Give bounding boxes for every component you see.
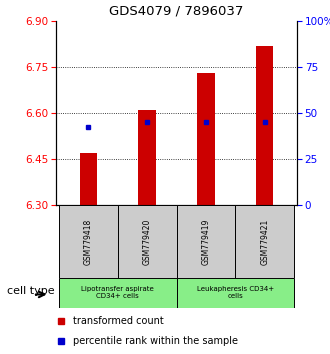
Text: percentile rank within the sample: percentile rank within the sample bbox=[73, 336, 238, 346]
Bar bbox=[80, 153, 97, 205]
Text: transformed count: transformed count bbox=[73, 316, 164, 326]
Title: GDS4079 / 7896037: GDS4079 / 7896037 bbox=[109, 4, 244, 17]
Text: Leukapheresis CD34+
cells: Leukapheresis CD34+ cells bbox=[197, 286, 274, 299]
Text: GSM779421: GSM779421 bbox=[260, 218, 269, 265]
Bar bbox=[177, 278, 294, 308]
Bar bbox=[235, 205, 294, 278]
Bar bbox=[256, 46, 274, 205]
Bar bbox=[59, 205, 118, 278]
Text: GSM779418: GSM779418 bbox=[84, 218, 93, 265]
Bar bbox=[59, 278, 177, 308]
Text: cell type: cell type bbox=[7, 286, 54, 296]
Text: Lipotransfer aspirate
CD34+ cells: Lipotransfer aspirate CD34+ cells bbox=[82, 286, 154, 299]
Bar bbox=[138, 110, 156, 205]
Text: GSM779419: GSM779419 bbox=[201, 218, 211, 265]
Bar bbox=[118, 205, 177, 278]
Bar bbox=[197, 73, 215, 205]
Bar bbox=[177, 205, 235, 278]
Text: GSM779420: GSM779420 bbox=[143, 218, 152, 265]
